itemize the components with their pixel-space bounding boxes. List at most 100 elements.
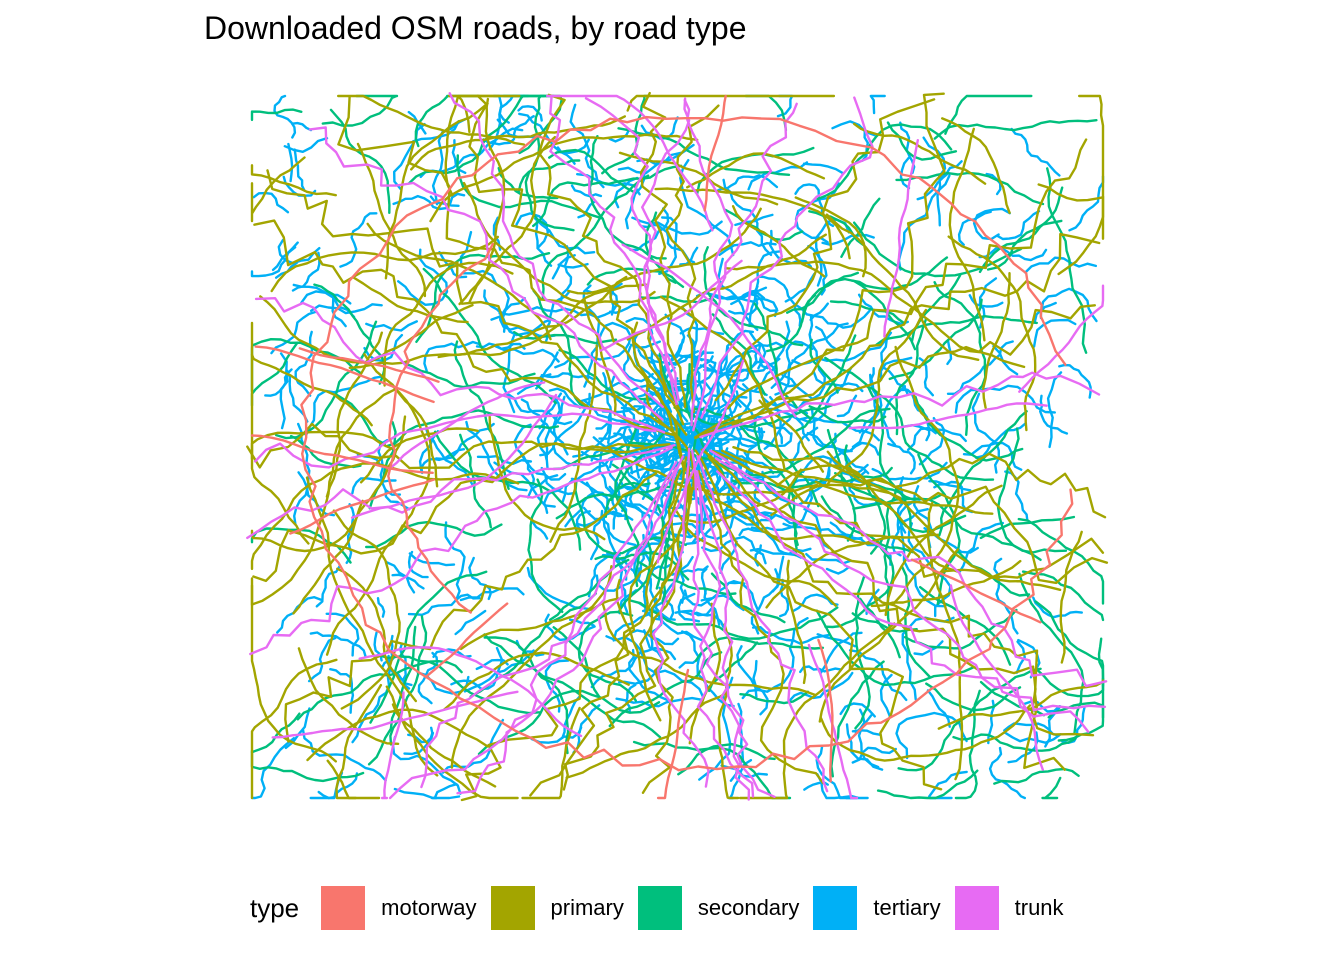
road-tertiary [802, 162, 845, 175]
road-primary [825, 213, 980, 361]
road-tertiary [763, 396, 782, 450]
legend-swatch-motorway [321, 886, 366, 930]
road-primary [270, 235, 499, 293]
road-tertiary [701, 535, 767, 565]
road-primary [714, 98, 936, 402]
road-tertiary [756, 275, 802, 327]
road-primary [337, 95, 688, 436]
road-tertiary [978, 277, 998, 329]
road-tertiary [869, 94, 886, 115]
road-tertiary [393, 787, 461, 800]
road-secondary [876, 769, 979, 800]
road-secondary [875, 315, 1039, 346]
road-tertiary [624, 169, 646, 230]
road-secondary [629, 599, 839, 640]
road-tertiary [679, 158, 735, 257]
legend-item-motorway: motorway [321, 886, 477, 930]
road-tertiary [498, 306, 567, 316]
road-tertiary [978, 247, 1048, 262]
road-tertiary [548, 387, 582, 409]
road-tertiary [894, 513, 947, 608]
road-tertiary [615, 696, 702, 708]
road-secondary [944, 94, 1033, 135]
road-tertiary [431, 117, 468, 206]
road-trunk [308, 126, 664, 421]
road-trunk [848, 402, 1048, 430]
road-secondary [552, 626, 602, 700]
road-secondary [639, 295, 714, 304]
road-primary [711, 450, 1105, 579]
road-tertiary [779, 578, 790, 618]
road-tertiary [996, 209, 1041, 241]
road-tertiary [933, 480, 974, 514]
legend-item-tertiary: tertiary [813, 886, 941, 930]
road-tertiary [1032, 596, 1084, 619]
road-trunk [692, 102, 798, 432]
road-tertiary [988, 746, 1027, 800]
road-trunk [350, 393, 558, 519]
road-secondary [677, 743, 776, 776]
road-motorway [910, 558, 1042, 624]
road-primary [250, 321, 310, 545]
road-trunk [584, 97, 679, 394]
road-tertiary [451, 138, 467, 175]
road-tertiary [345, 503, 355, 564]
road-primary [443, 651, 630, 711]
road-secondary [1018, 572, 1085, 735]
road-primary [693, 232, 1101, 439]
road-tertiary [993, 557, 1019, 635]
road-tertiary [580, 450, 628, 521]
road-tertiary [794, 182, 840, 244]
legend-title: type [250, 892, 300, 923]
legend-label-secondary: secondary [697, 895, 800, 920]
road-secondary [376, 653, 541, 715]
road-primary [335, 683, 383, 800]
road-tertiary [293, 148, 306, 192]
road-primary [266, 169, 674, 432]
road-tertiary [339, 212, 378, 268]
road-primary [607, 447, 819, 496]
road-tertiary [685, 513, 777, 545]
road-secondary [402, 362, 536, 389]
road-tertiary [307, 636, 337, 683]
road-tertiary [315, 564, 342, 608]
road-secondary [673, 404, 833, 429]
road-secondary [952, 733, 1077, 752]
road-secondary [816, 123, 953, 201]
road-tertiary [530, 704, 601, 744]
road-motorway [703, 94, 727, 212]
road-tertiary [450, 646, 504, 690]
road-primary [941, 117, 1011, 215]
road-primary [674, 508, 837, 607]
road-primary [786, 559, 807, 685]
road-tertiary [641, 431, 663, 500]
road-primary [707, 455, 1066, 771]
road-tertiary [419, 153, 479, 179]
road-motorway [300, 115, 1074, 772]
road-tertiary [351, 477, 397, 495]
road-tertiary [1046, 371, 1063, 449]
road-primary [818, 548, 959, 723]
road-tertiary [441, 718, 505, 774]
road-primary [615, 578, 662, 722]
road-primary [720, 449, 1109, 585]
road-primary [391, 703, 497, 788]
road-secondary [477, 689, 661, 756]
road-tertiary [836, 394, 858, 418]
road-primary [686, 152, 826, 189]
road-primary [336, 567, 417, 703]
legend-label-trunk: trunk [1014, 895, 1064, 920]
road-tertiary [728, 285, 759, 316]
road-secondary [744, 94, 788, 132]
road-tertiary [681, 306, 699, 349]
road-tertiary [957, 210, 992, 247]
road-trunk [695, 470, 776, 798]
road-primary [626, 94, 836, 112]
road-tertiary [291, 121, 313, 132]
road-tertiary [454, 609, 487, 636]
road-primary [870, 559, 1022, 608]
road-tertiary [538, 392, 563, 430]
road-primary [450, 565, 613, 769]
road-tertiary [444, 521, 466, 599]
road-secondary [483, 633, 662, 739]
